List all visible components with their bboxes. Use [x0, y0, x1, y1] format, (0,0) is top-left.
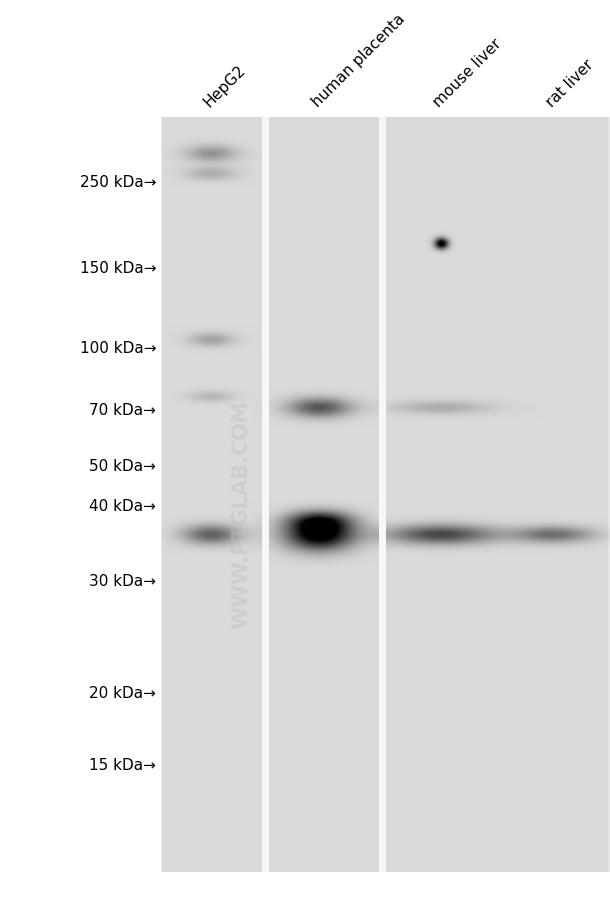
Text: HepG2: HepG2 [201, 62, 249, 110]
Text: 150 kDa→: 150 kDa→ [79, 262, 156, 276]
Text: mouse liver: mouse liver [431, 36, 504, 110]
Text: human placenta: human placenta [309, 12, 407, 110]
Text: WWW.PTGLAB.COM: WWW.PTGLAB.COM [231, 400, 251, 629]
Text: 70 kDa→: 70 kDa→ [89, 403, 156, 418]
Text: 250 kDa→: 250 kDa→ [79, 174, 156, 189]
Text: 100 kDa→: 100 kDa→ [79, 340, 156, 355]
Text: 50 kDa→: 50 kDa→ [89, 459, 156, 474]
Text: 20 kDa→: 20 kDa→ [89, 685, 156, 700]
Text: rat liver: rat liver [543, 57, 596, 110]
Text: 15 kDa→: 15 kDa→ [89, 758, 156, 772]
Text: 40 kDa→: 40 kDa→ [89, 498, 156, 513]
Text: 30 kDa→: 30 kDa→ [89, 574, 156, 588]
Bar [0, 0, 160, 902]
